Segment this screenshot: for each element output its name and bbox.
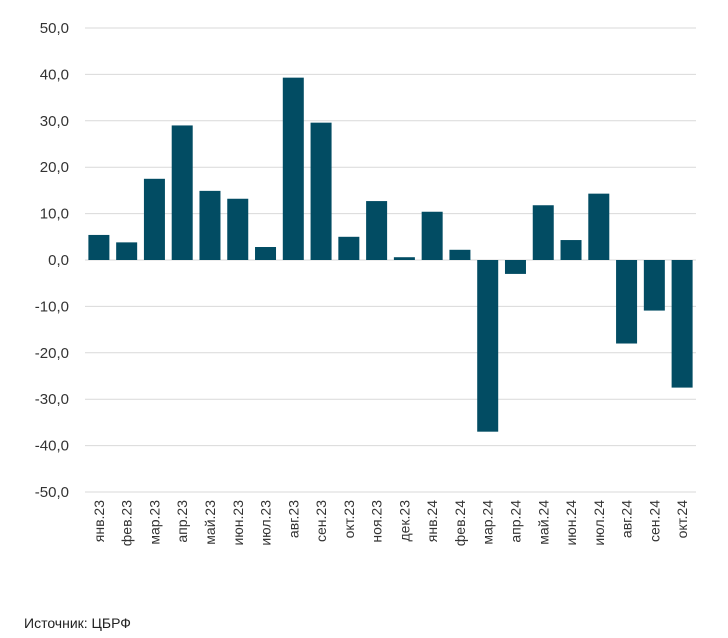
bar [338, 236, 360, 260]
x-tick-label: июл.23 [258, 500, 274, 546]
y-tick-label: 30,0 [40, 113, 69, 130]
x-tick-label: мар.24 [480, 500, 496, 545]
x-tick-label: окт.24 [674, 500, 690, 539]
bar [310, 122, 332, 260]
y-tick-label: -20,0 [35, 345, 69, 362]
x-tick-label: янв.23 [91, 500, 107, 542]
bar [477, 260, 499, 432]
bar [171, 125, 193, 260]
x-tick-label: янв.24 [424, 500, 440, 542]
source-note: Источник: ЦБРФ [24, 615, 131, 631]
bar [366, 201, 388, 260]
y-tick-label: 10,0 [40, 206, 69, 223]
x-tick-label: мар.23 [146, 500, 162, 545]
bar [616, 260, 638, 344]
y-tick-label: 0,0 [48, 252, 69, 269]
bar [560, 240, 582, 260]
x-tick-label: авг.23 [285, 500, 301, 538]
bar [227, 198, 249, 260]
bar [588, 193, 610, 260]
bar [504, 260, 526, 274]
y-tick-label: -40,0 [35, 438, 69, 455]
x-tick-label: июл.24 [591, 500, 607, 546]
bar [532, 205, 554, 260]
bar-chart: 50,0 40,0 30,0 20,0 10,0 0,0 -10,0 -20,0 -30,0 -4… [35, 20, 696, 546]
x-tick-label: фев.24 [452, 500, 468, 546]
x-tick-label: июн.23 [230, 500, 246, 546]
bar [88, 234, 110, 260]
y-tick-label: -30,0 [35, 391, 69, 408]
bar [282, 77, 304, 260]
bar [116, 242, 138, 260]
x-tick-label: апр.23 [174, 500, 190, 543]
x-tick-label: окт.23 [341, 500, 357, 539]
bar [199, 190, 221, 260]
x-tick-label: сен.23 [313, 500, 329, 542]
x-tick-label: ноя.23 [369, 500, 385, 543]
y-tick-label: 20,0 [40, 159, 69, 176]
x-axis-ticks: янв.23 фев.23 мар.23 апр.23 май.23 июн.23 июл.… [91, 500, 690, 546]
y-tick-label: 50,0 [40, 20, 69, 37]
bar [671, 260, 693, 388]
bar [421, 211, 443, 260]
y-tick-label: -50,0 [35, 484, 69, 501]
bar [449, 249, 471, 260]
x-tick-label: дек.23 [396, 500, 412, 542]
bar [643, 260, 665, 311]
y-axis-ticks: 50,0 40,0 30,0 20,0 10,0 0,0 -10,0 -20,0 -30,0 -4… [35, 20, 69, 501]
x-tick-label: июн.24 [563, 500, 579, 546]
bar [143, 178, 165, 260]
bar [255, 247, 277, 260]
y-tick-label: 40,0 [40, 66, 69, 83]
y-tick-label: -10,0 [35, 298, 69, 315]
bars [88, 77, 693, 432]
x-tick-label: сен.24 [646, 500, 662, 542]
x-tick-label: авг.24 [619, 500, 635, 538]
x-tick-label: фев.23 [119, 500, 135, 546]
bar [393, 257, 415, 260]
x-tick-label: апр.24 [507, 500, 523, 543]
x-tick-label: май.23 [202, 500, 218, 545]
x-tick-label: май.24 [535, 500, 551, 545]
